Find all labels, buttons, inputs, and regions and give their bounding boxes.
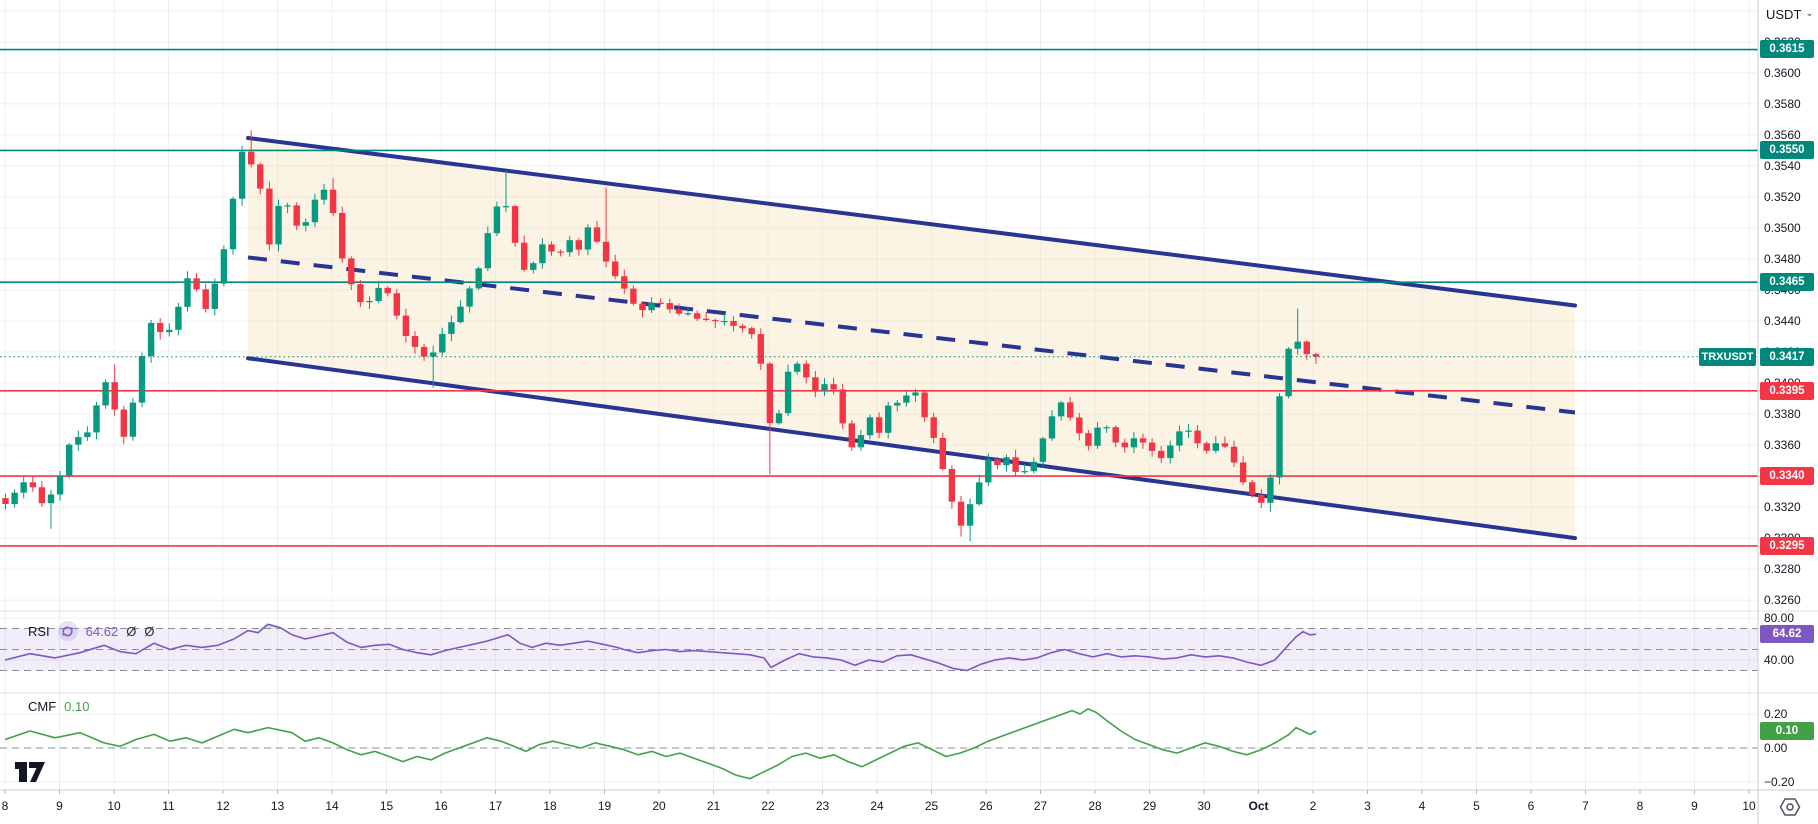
time-tick-label: 18 — [543, 799, 557, 813]
price-tick-label: 0.3440 — [1764, 314, 1801, 328]
time-tick-label: 5 — [1473, 799, 1480, 813]
time-tick-label: 21 — [706, 799, 721, 813]
time-tick-label: 17 — [488, 799, 503, 813]
timezone-icon[interactable] — [1779, 797, 1801, 822]
time-tick-label: 2 — [1309, 799, 1317, 813]
cmf-pane — [0, 708, 1758, 780]
tradingview-logo[interactable] — [14, 756, 48, 791]
time-tick-label: 14 — [325, 799, 339, 813]
cmf-label: CMF — [28, 699, 57, 714]
candlestick-series — [2, 130, 1320, 542]
time-tick-label: 27 — [1033, 799, 1048, 813]
time-tick-label: 30 — [1197, 799, 1211, 813]
currency-label: USDT — [1766, 7, 1802, 22]
rsi-legend: RSI 64.62 Ø Ø — [28, 621, 154, 641]
rsi-tick-label: 40.00 — [1764, 653, 1795, 668]
price-tick-label: 0.3600 — [1764, 65, 1801, 80]
rsi-setting-icon-2[interactable]: Ø — [144, 623, 155, 639]
cmf-line — [4, 708, 1317, 780]
time-tick-label: 25 — [924, 799, 939, 813]
cmf-tick-label: 0.00 — [1764, 741, 1788, 755]
price-tick-label: 0.3560 — [1764, 127, 1801, 142]
descending-channel[interactable] — [246, 136, 1577, 541]
time-tick-label: 29 — [1142, 799, 1157, 813]
support-badge-2: 0.3340 — [1760, 467, 1814, 485]
cmf-tick-label: −0.20 — [1764, 775, 1795, 789]
rsi-setting-icon-1[interactable]: Ø — [126, 623, 137, 639]
time-tick-label: 10 — [107, 799, 121, 813]
rsi-pane — [0, 623, 1758, 672]
rsi-value: 64.62 — [85, 623, 119, 639]
level-lines[interactable] — [0, 48, 1758, 547]
channel-fill — [248, 138, 1575, 539]
resistance-badge-3: 0.3465 — [1760, 273, 1814, 291]
resistance-badge-2: 0.3550 — [1760, 141, 1814, 159]
cmf-value-badge: 0.10 — [1760, 722, 1814, 740]
time-tick-label: 20 — [652, 799, 666, 813]
time-tick-label: 11 — [162, 799, 175, 813]
cmf-value: 0.10 — [64, 699, 90, 714]
time-tick-label: 19 — [597, 799, 612, 813]
refresh-icon — [57, 621, 78, 641]
channel-upper-line[interactable] — [246, 136, 1577, 308]
time-tick-label: Oct — [1248, 799, 1269, 813]
time-tick-label: 9 — [56, 799, 63, 813]
time-tick-label: 12 — [216, 799, 230, 813]
price-tick-label: 0.3360 — [1764, 438, 1801, 453]
currency-selector[interactable]: USDT ⌄ — [1766, 7, 1814, 22]
time-tick-label: 8 — [1, 799, 9, 813]
support-badge-1: 0.3395 — [1760, 382, 1814, 400]
price-tick-label: 0.3520 — [1764, 189, 1801, 204]
channel-mid-line[interactable] — [247, 255, 1576, 415]
price-tick-label: 0.3380 — [1764, 407, 1801, 422]
time-tick-label: 22 — [761, 799, 775, 813]
time-tick-label: 28 — [1088, 799, 1102, 813]
time-tick-label: 23 — [815, 799, 830, 813]
time-tick-label: 15 — [379, 799, 394, 813]
symbol-badge: TRXUSDT — [1699, 348, 1756, 366]
resistance-badge-1: 0.3615 — [1760, 40, 1814, 58]
time-tick-label: 6 — [1527, 799, 1535, 813]
price-tick-label: 0.3540 — [1764, 158, 1801, 173]
chevron-down-icon: ⌄ — [1805, 8, 1814, 19]
cmf-legend: CMF 0.10 — [28, 699, 89, 714]
time-tick-label: 7 — [1582, 799, 1589, 813]
price-tick-label: 0.3320 — [1764, 500, 1801, 515]
price-tick-label: 0.3580 — [1764, 96, 1801, 111]
price-tick-label: 0.3280 — [1764, 562, 1801, 577]
rsi-value-badge: 64.62 — [1760, 625, 1814, 643]
rsi-label: RSI — [28, 623, 50, 639]
time-tick-label: 10 — [1742, 799, 1756, 813]
channel-lower-line[interactable] — [246, 356, 1577, 541]
price-tick-label: 0.3480 — [1764, 251, 1801, 266]
rsi-tick-label: 80.00 — [1764, 611, 1795, 626]
rsi-line — [4, 623, 1317, 672]
time-tick-label: 8 — [1636, 799, 1644, 813]
time-tick-label: 4 — [1418, 799, 1426, 813]
rsi-overbought-fill — [5, 624, 1316, 629]
time-tick-label: 26 — [979, 799, 993, 813]
time-tick-label: 3 — [1364, 799, 1371, 813]
price-tick-label: 0.3260 — [1764, 593, 1801, 608]
time-tick-label: 13 — [270, 799, 285, 813]
time-tick-label: 16 — [434, 799, 448, 813]
last-price-badge: 0.3417 — [1760, 348, 1814, 366]
cmf-tick-label: 0.20 — [1764, 706, 1788, 721]
time-tick-label: 9 — [1691, 799, 1698, 813]
time-tick-label: 24 — [870, 799, 884, 813]
price-tick-label: 0.3500 — [1764, 220, 1801, 235]
support-badge-3: 0.3295 — [1760, 537, 1814, 555]
